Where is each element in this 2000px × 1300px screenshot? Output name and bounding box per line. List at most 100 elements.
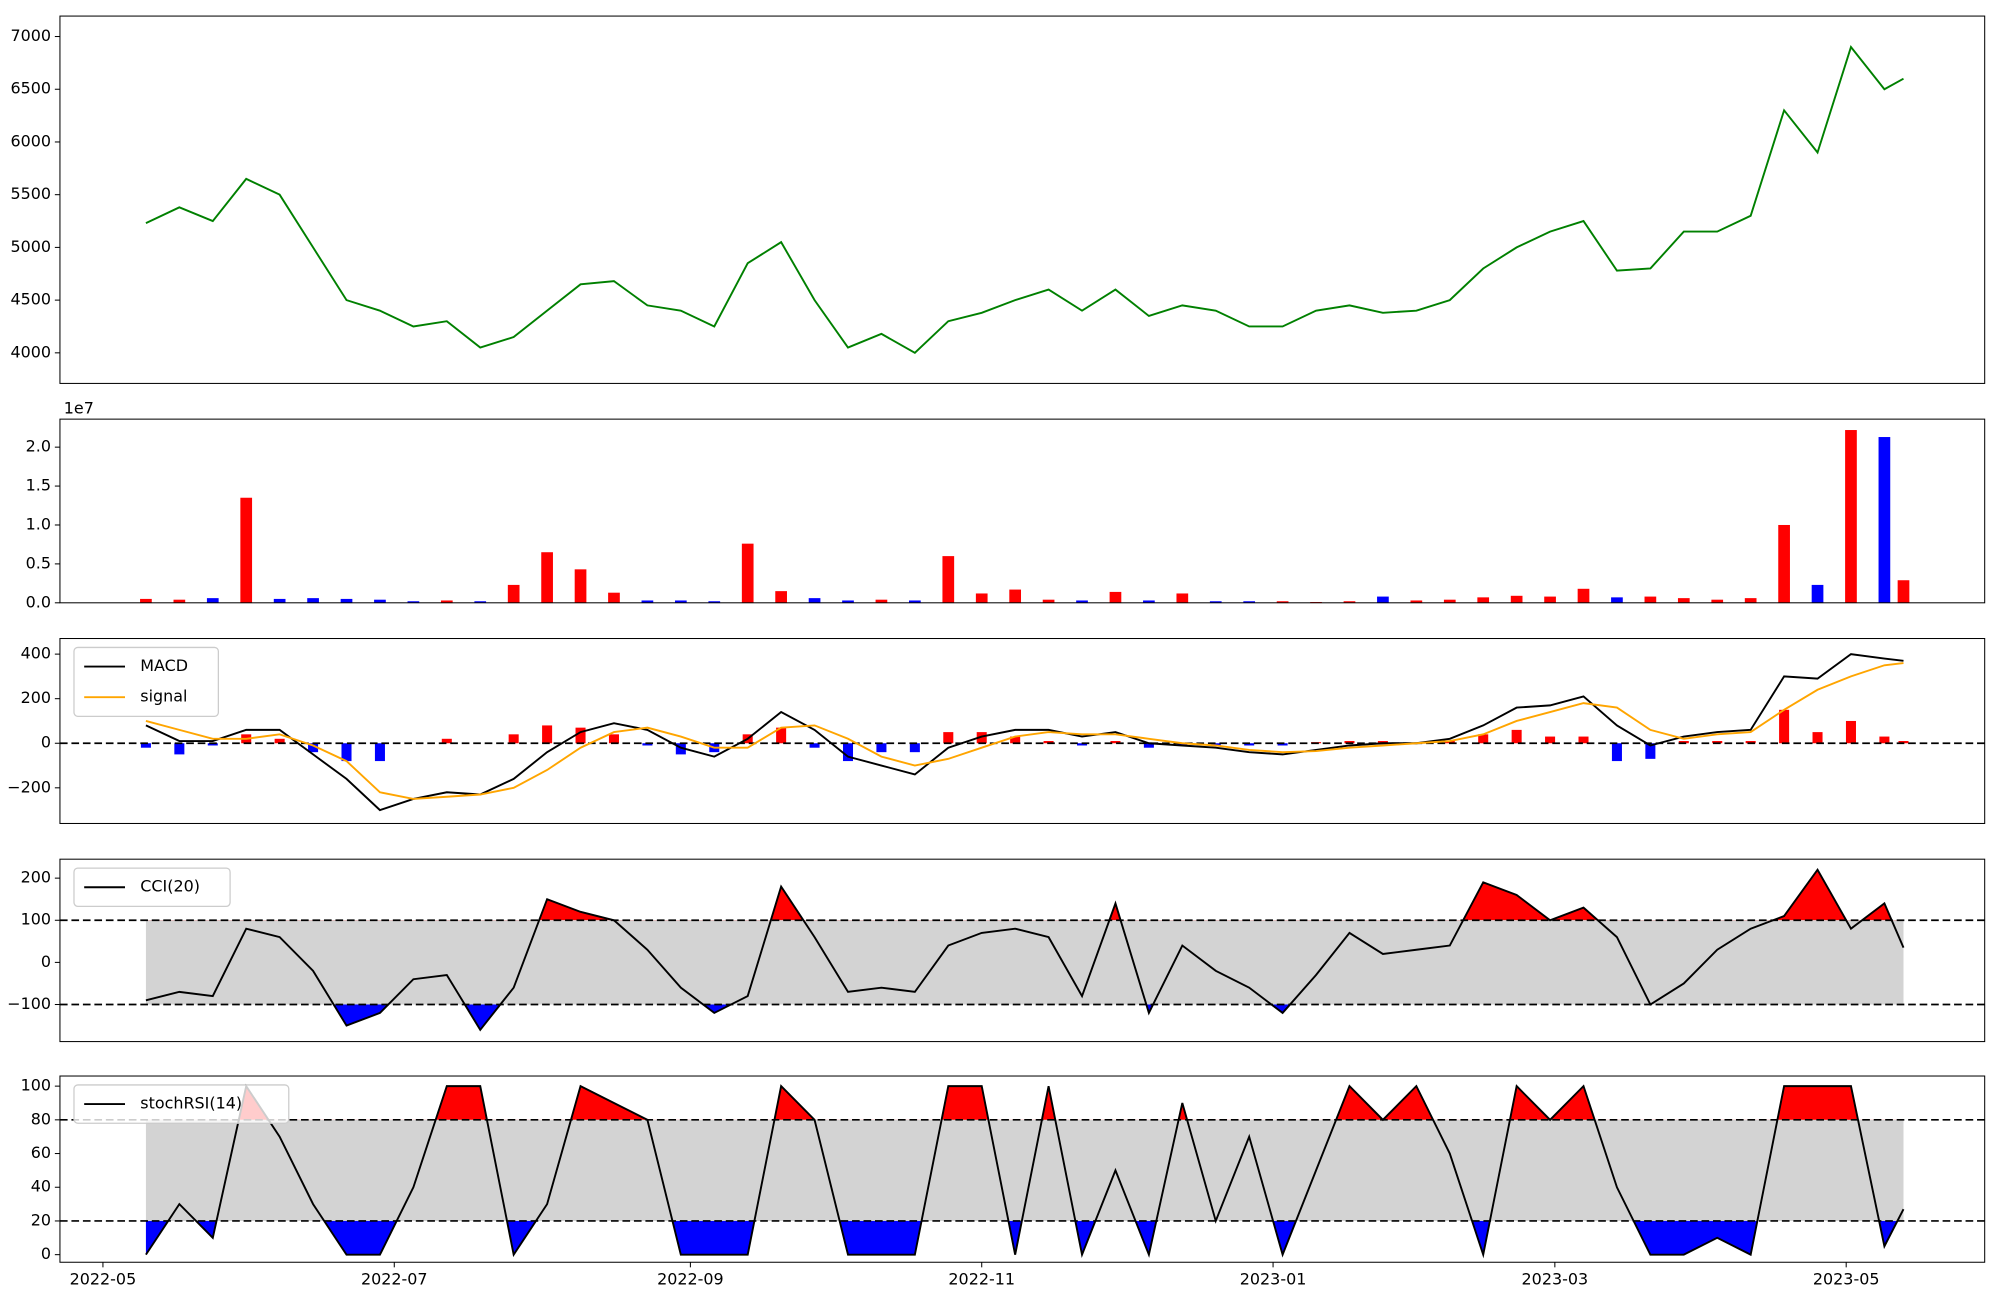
histogram-bar — [207, 743, 218, 746]
volume-bar — [1076, 600, 1088, 603]
plot-area — [145, 45, 1904, 355]
volume-bar — [140, 598, 152, 603]
histogram-bar — [876, 743, 887, 753]
y-tick-label: 40 — [31, 1177, 51, 1196]
volume-bar — [1009, 589, 1022, 603]
histogram-bar — [675, 743, 686, 755]
volume-bar — [474, 601, 487, 603]
histogram-bar — [441, 738, 452, 744]
histogram-bar — [575, 727, 586, 744]
histogram-bar — [1712, 741, 1723, 744]
x-tick-label: 2022-09 — [657, 1270, 724, 1289]
histogram-bar — [1845, 720, 1856, 744]
y-tick-label: −200 — [7, 777, 51, 796]
x-tick-label: 2022-05 — [70, 1270, 137, 1289]
neutral-band — [145, 920, 1904, 1005]
histogram-bar — [1645, 743, 1656, 759]
histogram-bar — [1879, 736, 1890, 744]
legend-label: CCI(20) — [140, 877, 200, 896]
y-tick-label: 5500 — [10, 184, 51, 203]
histogram-bar — [341, 743, 352, 762]
x-tick-label: 2023-01 — [1240, 1270, 1307, 1289]
x-tick-label: 2022-11 — [948, 1270, 1015, 1289]
volume-bar — [1677, 598, 1690, 603]
histogram-bar — [1898, 741, 1909, 744]
y-tick-label: 400 — [21, 644, 51, 663]
volume-bar — [1276, 601, 1289, 603]
histogram-bar — [1277, 743, 1288, 746]
volume-bar — [340, 598, 353, 603]
y-tick-label: 60 — [31, 1143, 51, 1162]
axes-frame — [59, 638, 1986, 824]
histogram-bar — [976, 732, 987, 744]
histogram-bar — [1511, 729, 1522, 744]
y-tick-label: 200 — [21, 868, 51, 887]
histogram-bar — [1478, 734, 1489, 744]
histogram-bar — [140, 743, 151, 748]
oversold-fill — [145, 1220, 1904, 1255]
volume-bar — [1143, 600, 1155, 603]
histogram-bar — [1110, 741, 1121, 744]
volume-bar — [1109, 591, 1122, 603]
histogram-bar — [1143, 743, 1154, 748]
y-tick-label: 4000 — [10, 342, 51, 361]
panel: 0.0 0.5 1.0 1.5 2.0 1e7 — [26, 398, 1986, 611]
histogram-bar — [1043, 741, 1054, 744]
series-line — [145, 662, 1904, 800]
overbought-fill — [238, 1086, 1859, 1120]
volume-bar — [909, 600, 921, 603]
volume-bar — [708, 601, 721, 603]
series-line — [145, 653, 1904, 812]
histogram-bar — [909, 743, 920, 753]
y-tick-label: 7000 — [10, 26, 51, 45]
histogram-bar — [508, 734, 519, 744]
axes-frame — [59, 1075, 1986, 1263]
panel: −200 0 200 400 MACD signal — [7, 638, 1986, 824]
y-tick-label: 100 — [21, 1076, 51, 1095]
y-tick-label: 6000 — [10, 131, 51, 150]
volume-bar — [1343, 601, 1356, 603]
y-tick-label: 80 — [31, 1109, 51, 1128]
volume-bar — [1377, 596, 1389, 603]
plot-area — [59, 867, 1985, 1032]
volume-bar — [273, 598, 286, 603]
volume-bar — [407, 601, 420, 603]
indicator-line — [145, 1083, 1905, 1259]
volume-bar — [574, 569, 587, 603]
y-tick-label: 0 — [41, 1244, 51, 1263]
plot-area — [140, 430, 1910, 603]
y-tick-label: 1.5 — [26, 476, 51, 495]
volume-bar — [1544, 596, 1556, 603]
legend-box — [73, 1084, 290, 1124]
histogram-bar — [308, 743, 319, 753]
volume-bar — [374, 599, 386, 603]
y-tick-label: 4500 — [10, 290, 51, 309]
volume-bar — [1611, 597, 1623, 603]
y-tick-label: 100 — [21, 910, 51, 929]
volume-bar — [975, 593, 988, 603]
y-tick-label: 5000 — [10, 237, 51, 256]
volume-bar — [1176, 593, 1189, 603]
volume-bar — [206, 598, 219, 603]
volume-bar — [1878, 437, 1891, 603]
volume-bar — [240, 497, 253, 603]
volume-bar — [507, 584, 520, 603]
volume-bar — [307, 598, 319, 603]
histogram-bar — [1745, 741, 1756, 744]
offset-label: 1e7 — [64, 398, 94, 417]
volume-bar — [1443, 599, 1456, 603]
panel: 4000 4500 5000 5500 6000 6500 7000 — [10, 15, 1986, 384]
volume-bar — [1845, 430, 1857, 603]
volume-bar — [775, 591, 787, 603]
histogram-bar — [1578, 736, 1589, 744]
y-tick-label: 0.0 — [26, 592, 51, 611]
y-tick-label: 1.0 — [26, 514, 51, 533]
volume-bar — [842, 600, 854, 603]
histogram-bar — [174, 743, 185, 755]
histogram-bar — [642, 743, 653, 746]
x-tick-label: 2023-03 — [1522, 1270, 1589, 1289]
legend-label: MACD — [140, 656, 188, 675]
volume-bar — [942, 556, 955, 603]
axes-frame — [59, 418, 1986, 604]
